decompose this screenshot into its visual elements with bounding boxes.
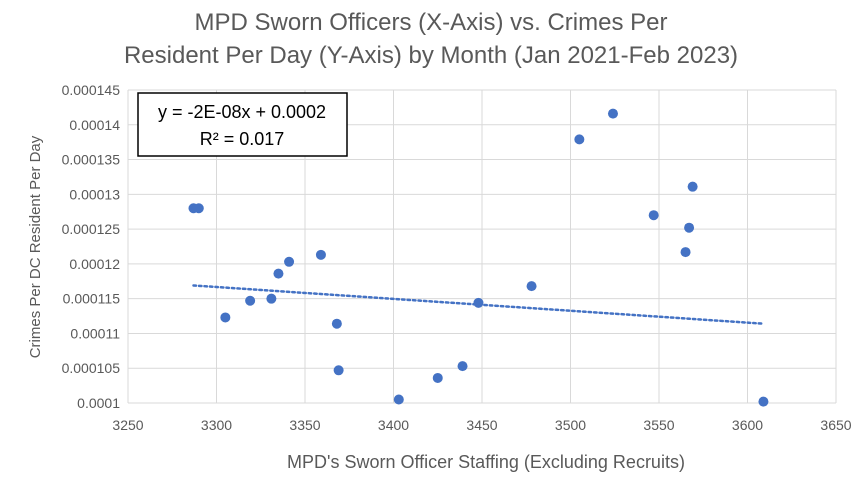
x-tick-labels: 3250 3300 3350 3400 3450 3500 3550 3600 3650 bbox=[112, 417, 851, 433]
data-point bbox=[331, 318, 342, 329]
x-tick-label: 3250 bbox=[112, 417, 143, 433]
x-tick-label: 3300 bbox=[201, 417, 232, 433]
data-point bbox=[273, 268, 284, 279]
data-point bbox=[393, 394, 404, 405]
y-tick-label: 0.000145 bbox=[62, 82, 121, 98]
x-tick-label: 3400 bbox=[378, 417, 409, 433]
data-point bbox=[315, 249, 326, 260]
y-tick-label: 0.00012 bbox=[69, 256, 120, 272]
y-tick-labels: 0.0001 0.000105 0.00011 0.000115 0.00012 0.00… bbox=[62, 82, 121, 411]
y-tick-label: 0.00013 bbox=[69, 186, 120, 202]
data-point bbox=[680, 247, 691, 258]
y-tick-label: 0.000135 bbox=[62, 152, 121, 168]
data-point bbox=[284, 256, 295, 267]
data-point bbox=[687, 181, 698, 192]
data-point bbox=[607, 108, 618, 119]
trendline-r-squared: R² = 0.017 bbox=[200, 129, 285, 149]
x-tick-label: 3500 bbox=[555, 417, 586, 433]
chart-title-line-1: MPD Sworn Officers (X-Axis) vs. Crimes P… bbox=[195, 9, 668, 36]
data-point bbox=[193, 203, 204, 214]
data-point bbox=[526, 281, 537, 292]
trendline-equation-box: y = -2E-08x + 0.0002 R² = 0.017 bbox=[137, 92, 348, 157]
x-tick-label: 3650 bbox=[820, 417, 851, 433]
y-tick-label: 0.00011 bbox=[70, 325, 120, 341]
chart-title-line-2: Resident Per Day (Y-Axis) by Month (Jan … bbox=[124, 42, 738, 69]
data-point bbox=[333, 365, 344, 376]
data-point bbox=[457, 361, 468, 372]
data-point bbox=[245, 295, 256, 306]
data-point bbox=[758, 396, 769, 407]
x-tick-label: 3600 bbox=[732, 417, 763, 433]
y-tick-label: 0.000125 bbox=[62, 221, 121, 237]
y-tick-label: 0.000105 bbox=[62, 360, 121, 376]
data-points bbox=[188, 108, 769, 407]
data-point bbox=[266, 293, 277, 304]
y-tick-label: 0.000115 bbox=[63, 291, 121, 307]
data-point bbox=[220, 312, 231, 323]
data-point bbox=[648, 210, 659, 221]
data-point bbox=[574, 134, 585, 145]
x-tick-label: 3450 bbox=[466, 417, 497, 433]
x-tick-label: 3350 bbox=[289, 417, 320, 433]
x-tick-label: 3550 bbox=[643, 417, 674, 433]
y-axis-title: Crimes Per DC Resident Per Day bbox=[27, 135, 44, 358]
y-tick-label: 0.0001 bbox=[77, 395, 120, 411]
x-axis-title: MPD's Sworn Officer Staffing (Excluding … bbox=[287, 452, 685, 472]
data-point bbox=[473, 297, 484, 308]
data-point bbox=[684, 222, 695, 233]
data-point bbox=[432, 372, 443, 383]
trendline-equation: y = -2E-08x + 0.0002 bbox=[158, 102, 326, 122]
y-tick-label: 0.00014 bbox=[69, 117, 120, 133]
